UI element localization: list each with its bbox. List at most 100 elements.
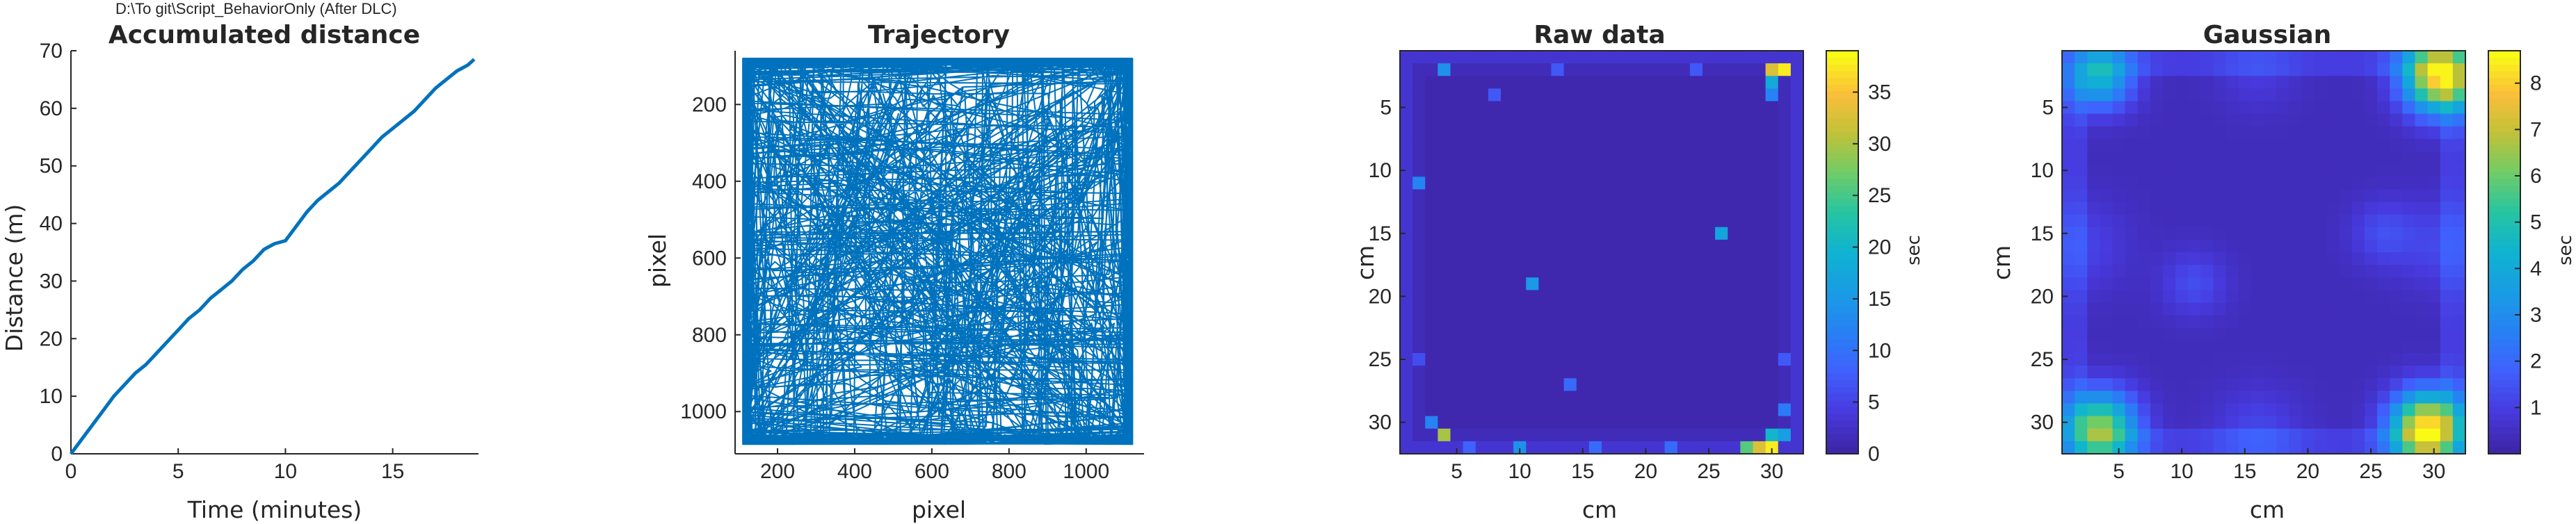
heatmap-cell bbox=[2301, 252, 2315, 265]
heatmap-cell bbox=[2365, 302, 2378, 316]
heatmap-cell bbox=[1614, 277, 1627, 290]
heatmap-cell bbox=[2163, 340, 2176, 354]
heatmap-cell bbox=[2289, 189, 2302, 203]
colorbar-segment bbox=[1826, 225, 1858, 233]
heatmap-cell bbox=[1463, 152, 1476, 165]
heatmap-cell bbox=[2213, 391, 2227, 404]
heatmap-cell bbox=[2452, 315, 2466, 329]
heatmap-cell bbox=[1614, 202, 1627, 215]
heatmap-cell bbox=[2289, 265, 2302, 278]
heatmap-cell bbox=[1689, 126, 1703, 140]
heatmap-cell bbox=[1526, 428, 1539, 442]
heatmap-cell bbox=[2415, 88, 2429, 102]
heatmap-cell bbox=[2100, 353, 2114, 366]
heatmap-cell bbox=[2314, 88, 2328, 102]
heatmap-cell bbox=[1526, 252, 1539, 265]
heatmap-cell bbox=[1526, 391, 1539, 404]
heatmap-cell bbox=[2163, 265, 2176, 278]
heatmap-cell bbox=[1753, 138, 1766, 152]
heatmap-cell bbox=[1576, 202, 1590, 215]
heatmap-cell bbox=[1526, 138, 1539, 152]
colorbar-segment bbox=[2488, 326, 2520, 334]
heatmap-cell bbox=[1790, 63, 1804, 76]
heatmap-cell bbox=[2238, 202, 2252, 215]
heatmap-cell bbox=[1627, 252, 1640, 265]
heatmap-cell bbox=[1488, 51, 1502, 64]
heatmap-cell bbox=[2301, 51, 2315, 64]
y-tick-label: 10 bbox=[1369, 159, 1392, 182]
heatmap-cell bbox=[2264, 189, 2277, 203]
heatmap-cell bbox=[2402, 441, 2416, 455]
colorbar-segment bbox=[1826, 313, 1858, 320]
heatmap-cell bbox=[1715, 252, 1728, 265]
heatmap-cell bbox=[2100, 416, 2114, 429]
plot-area bbox=[69, 50, 478, 455]
heatmap-cell bbox=[2238, 138, 2252, 152]
heatmap-cell bbox=[1689, 315, 1703, 329]
heatmap-cell bbox=[1652, 101, 1666, 115]
heatmap-cell bbox=[2390, 340, 2403, 354]
heatmap-cell bbox=[1400, 378, 1413, 391]
heatmap-cell bbox=[2087, 265, 2100, 278]
heatmap-cell bbox=[1475, 302, 1489, 316]
heatmap-cell bbox=[2402, 403, 2416, 417]
heatmap-cell bbox=[1551, 302, 1565, 316]
heatmap-cell bbox=[1715, 189, 1728, 203]
heatmap-cell bbox=[2365, 126, 2378, 140]
heatmap-cell bbox=[2351, 152, 2365, 165]
heatmap-cell bbox=[2075, 227, 2088, 240]
heatmap-cell bbox=[1475, 327, 1489, 341]
heatmap-cell bbox=[1753, 315, 1766, 329]
heatmap-cell bbox=[2238, 265, 2252, 278]
y-tick-label: 25 bbox=[2031, 348, 2054, 371]
heatmap-cell bbox=[2427, 227, 2441, 240]
heatmap-cell bbox=[2251, 277, 2264, 290]
heatmap-cell bbox=[1753, 76, 1766, 89]
heatmap-cell bbox=[2314, 403, 2328, 417]
heatmap-cell bbox=[1702, 327, 1716, 341]
heatmap-cell bbox=[2351, 441, 2365, 455]
heatmap-cell bbox=[1538, 126, 1552, 140]
heatmap-cell bbox=[2112, 76, 2126, 89]
heatmap-cell bbox=[2175, 126, 2189, 140]
heatmap-cell bbox=[1602, 353, 1615, 366]
heatmap-cell bbox=[2112, 152, 2126, 165]
heatmap-cell bbox=[2062, 302, 2075, 316]
heatmap-cell bbox=[2163, 315, 2176, 329]
heatmap-cell bbox=[2289, 366, 2302, 379]
heatmap-cell bbox=[2427, 76, 2441, 89]
heatmap-cell bbox=[1438, 302, 1451, 316]
heatmap-cell bbox=[2339, 315, 2353, 329]
heatmap-cell bbox=[2264, 214, 2277, 228]
heatmap-cell bbox=[1538, 189, 1552, 203]
heatmap-cell bbox=[1412, 214, 1426, 228]
heatmap-cell bbox=[2062, 227, 2075, 240]
heatmap-cell bbox=[1425, 113, 1438, 127]
heatmap-cell bbox=[1463, 428, 1476, 442]
heatmap-cell bbox=[1551, 277, 1565, 290]
heatmap-cell bbox=[1475, 277, 1489, 290]
heatmap-cell bbox=[2188, 113, 2201, 127]
heatmap-cell bbox=[1677, 189, 1691, 203]
colorbar-segment bbox=[2488, 172, 2520, 179]
heatmap-cell bbox=[1400, 214, 1413, 228]
heatmap-cell bbox=[2326, 63, 2340, 76]
heatmap-cell bbox=[1677, 113, 1691, 127]
x-tick-label: 15 bbox=[1571, 460, 1594, 483]
heatmap-cell bbox=[2062, 378, 2075, 391]
heatmap-cell bbox=[2225, 378, 2239, 391]
heatmap-cell bbox=[2087, 202, 2100, 215]
heatmap-cell bbox=[1538, 152, 1552, 165]
heatmap-cell bbox=[1639, 177, 1653, 190]
heatmap-cell bbox=[1438, 189, 1451, 203]
y-tick-label: 25 bbox=[1369, 348, 1392, 371]
heatmap-cell bbox=[2427, 202, 2441, 215]
heatmap-cell bbox=[1400, 113, 1413, 127]
heatmap-cell bbox=[1728, 403, 1741, 417]
heatmap-cell bbox=[1728, 327, 1741, 341]
heatmap-cell bbox=[1652, 214, 1666, 228]
heatmap-cell bbox=[1715, 113, 1728, 127]
heatmap-cell bbox=[1702, 202, 1716, 215]
heatmap-cell bbox=[1475, 265, 1489, 278]
